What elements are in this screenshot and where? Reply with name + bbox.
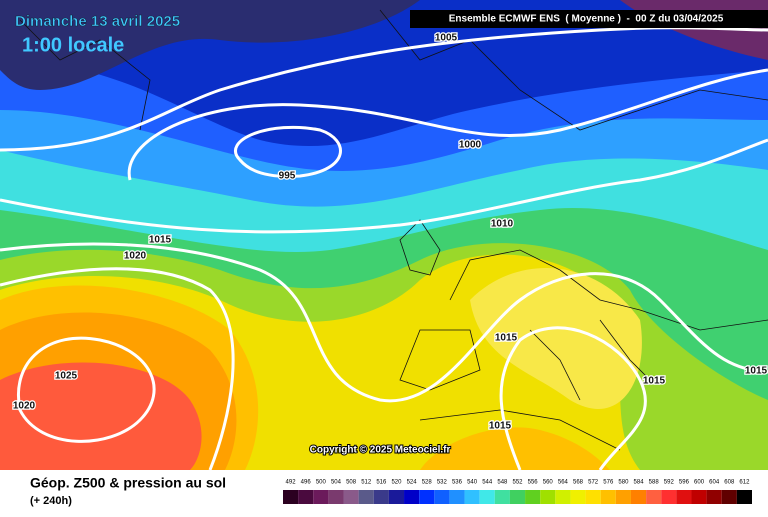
isobar-label: 1015	[149, 235, 172, 246]
colorbar-label: 556	[528, 480, 539, 486]
colorbar-label: 552	[512, 480, 523, 486]
colorbar-label: 560	[543, 480, 554, 486]
isobar	[0, 267, 235, 471]
colorbar-swatch	[706, 490, 722, 504]
isobar-label: 1020	[13, 401, 36, 412]
colorbar-label: 600	[694, 480, 705, 486]
colorbar-swatch	[494, 490, 510, 504]
colorbar-label: 532	[437, 480, 448, 486]
colorbar-swatch	[630, 490, 647, 504]
isobar-label: 1000	[459, 140, 482, 151]
colorbar-label: 592	[664, 480, 675, 486]
colorbar-label: 572	[588, 480, 599, 486]
colorbar-label: 612	[739, 480, 750, 486]
colorbar-swatch	[298, 490, 314, 504]
model-box	[410, 10, 768, 28]
colorbar-swatch	[585, 490, 601, 504]
colorbar-label: 604	[709, 480, 720, 486]
zone-navy	[0, 0, 420, 90]
colorbar-swatch	[388, 490, 405, 504]
colorbar-label: 580	[618, 480, 629, 486]
colorbar-label: 584	[634, 480, 645, 486]
colorbar-swatch	[343, 490, 359, 504]
colorbar-label: 588	[649, 480, 660, 486]
colorbar-label: 564	[558, 480, 569, 486]
date: Dimanche 13 avril 2025	[15, 13, 180, 30]
isobar-label: 1005	[435, 33, 458, 44]
colorbar-label: 516	[376, 480, 387, 486]
colorbar-label: 540	[467, 480, 478, 486]
colorbar-swatch	[509, 490, 526, 504]
model-info: Ensemble ECMWF ENS ( Moyenne ) - 00 Z du…	[449, 14, 724, 25]
forecast-lead: (+ 240h)	[30, 495, 72, 507]
isobar-label: 1020	[124, 251, 147, 262]
isobar	[127, 68, 768, 181]
colorbar-swatch	[404, 490, 420, 504]
colorbar-label: 548	[497, 480, 508, 486]
colorbar-swatch	[736, 490, 752, 504]
colorbar-swatch	[555, 490, 571, 504]
colorbar-label: 568	[573, 480, 584, 486]
isobar-label: 1015	[495, 333, 518, 344]
colorbar-swatch	[464, 490, 480, 504]
isobar-label: 1015	[745, 366, 768, 377]
colorbar-label: 492	[286, 480, 297, 486]
colorbar-swatch	[283, 490, 299, 504]
colorbar-swatch	[721, 490, 737, 504]
colorbar-label: 524	[407, 480, 418, 486]
colorbar-label: 520	[391, 480, 402, 486]
colorbar-swatch	[525, 490, 541, 504]
colorbar-swatch	[691, 490, 707, 504]
isobar	[234, 125, 342, 178]
isobar	[499, 326, 647, 471]
colorbar-label: 528	[422, 480, 433, 486]
colorbar-label: 608	[724, 480, 735, 486]
colorbar: 492 496 500 504 508 512 516 520 524 528 532 536 540 5…	[283, 480, 752, 504]
colorbar-swatch	[373, 490, 389, 504]
colorbar-swatch	[328, 490, 344, 504]
isobar-label: 1015	[489, 421, 512, 432]
colorbar-swatch	[615, 490, 631, 504]
zone-red	[0, 362, 202, 470]
local-time: 1:00 locale	[22, 34, 124, 56]
colorbar-label: 496	[301, 480, 312, 486]
copyright: Copyright © 2025 Meteociel.fr	[310, 445, 451, 456]
colorbar-label: 500	[316, 480, 327, 486]
zone-light-yellow	[470, 267, 642, 409]
colorbar-label: 508	[346, 480, 357, 486]
colorbar-label: 596	[679, 480, 690, 486]
colorbar-swatch	[479, 490, 495, 504]
colorbar-label: 512	[361, 480, 372, 486]
isobar-label: 995	[279, 171, 296, 182]
colorbar-label: 576	[603, 480, 614, 486]
colorbar-label: 536	[452, 480, 463, 486]
colorbar-swatch	[540, 490, 556, 504]
isobar	[17, 336, 156, 443]
colorbar-swatch	[646, 490, 662, 504]
isobar	[0, 138, 768, 234]
isobar-label: 1010	[491, 219, 514, 230]
colorbar-swatch	[419, 490, 435, 504]
colorbar-swatch	[434, 490, 450, 504]
colorbar-swatch	[661, 490, 677, 504]
colorbar-swatch	[449, 490, 465, 504]
isobar	[0, 242, 768, 403]
isobar-label: 1025	[55, 371, 78, 382]
colorbar-swatch	[570, 490, 586, 504]
colorbar-label: 544	[482, 480, 493, 486]
zone-amber-south	[420, 427, 610, 470]
isobar-label: 1015	[643, 376, 666, 387]
colorbar-swatch	[676, 490, 692, 504]
colorbar-swatch	[358, 490, 374, 504]
colorbar-swatch	[313, 490, 329, 504]
colorbar-swatch	[600, 490, 616, 504]
coastline	[19, 9, 768, 451]
footer-title: Géop. Z500 & pression au sol	[30, 475, 226, 491]
colorbar-label: 504	[331, 480, 342, 486]
